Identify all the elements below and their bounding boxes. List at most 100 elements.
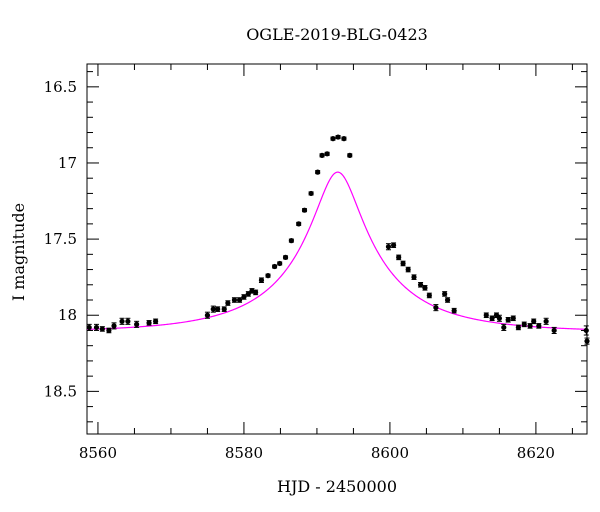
data-point [411,274,417,280]
data-point [106,327,112,334]
data-marker [527,323,533,329]
x-tick-label: 8560 [79,444,117,462]
data-marker [288,238,294,244]
data-marker [265,273,271,279]
data-marker [483,312,489,318]
y-tick-label: 18 [58,306,77,324]
data-marker [308,190,314,197]
data-point [282,254,289,260]
data-marker [335,134,341,140]
data-marker [385,244,392,250]
data-marker [296,221,302,227]
data-point [335,134,341,140]
data-marker [444,297,451,303]
data-marker [583,327,589,334]
data-marker [258,277,265,283]
data-marker [271,263,278,270]
data-point [236,297,243,303]
data-marker [111,323,117,329]
data-marker [422,285,428,291]
data-point [253,289,259,296]
data-point [551,326,557,335]
data-marker [496,315,503,321]
data-point [258,277,265,283]
data-point [153,318,159,325]
data-marker [210,306,216,312]
data-point [319,152,325,158]
data-marker [426,292,432,299]
data-point [483,312,489,319]
data-marker [515,324,521,331]
data-point [330,136,336,142]
data-point [231,297,238,303]
data-marker [536,323,542,329]
model-curve [86,171,588,330]
tick-labels: 8560 8580 8600 8620 16.5 17 17.5 18 18.5 [44,78,555,462]
data-point [531,318,537,325]
data-marker [134,321,140,327]
data-point [489,315,495,322]
data-marker [341,136,347,142]
data-marker [400,260,406,267]
data-point [277,260,283,267]
data-point [204,311,211,319]
data-point [405,266,411,273]
data-point [527,323,533,329]
data-marker [277,260,283,267]
data-point [396,254,402,261]
y-tick-label: 18.5 [44,382,77,400]
data-marker [215,306,221,312]
data-marker [315,169,321,175]
data-point [93,323,100,331]
data-point [111,322,117,330]
data-marker [347,152,353,158]
data-point [288,238,294,244]
data-marker [282,254,289,260]
data-point [385,243,392,251]
data-point [134,320,140,328]
data-point [451,307,457,314]
data-marker [505,317,511,323]
data-point [324,151,330,157]
data-marker [301,207,308,213]
data-marker [125,318,131,324]
data-point [417,281,424,288]
data-marker [551,327,557,334]
data-point [442,291,448,297]
data-marker [231,297,238,303]
data-marker [86,324,92,331]
data-point [426,292,432,299]
data-point [584,337,590,345]
data-point [444,297,451,303]
data-marker [510,315,516,321]
data-point [119,317,125,325]
data-point [510,315,516,322]
data-marker [221,306,227,312]
data-point [341,136,347,142]
data-point [86,323,92,331]
data-marker [417,282,424,288]
data-point [241,294,247,300]
data-point [99,326,105,332]
data-point [543,317,549,325]
data-marker [324,151,330,157]
data-marker [442,291,448,297]
data-marker [501,324,507,331]
data-point [347,152,353,158]
data-marker [396,254,402,260]
data-marker [521,321,527,327]
y-axis-label: I magnitude [9,203,28,301]
data-marker [153,318,159,324]
data-point [221,306,227,312]
data-marker [93,324,100,331]
data-point [583,325,589,336]
x-tick-label: 8620 [517,444,555,462]
y-tick-label: 17.5 [44,230,77,248]
data-point [505,317,511,323]
data-marker [319,152,325,158]
y-tick-label: 16.5 [44,78,77,96]
data-marker [225,300,231,306]
data-point [125,317,131,325]
data-marker [245,291,251,297]
x-axis-label: HJD - 2450000 [277,477,397,496]
